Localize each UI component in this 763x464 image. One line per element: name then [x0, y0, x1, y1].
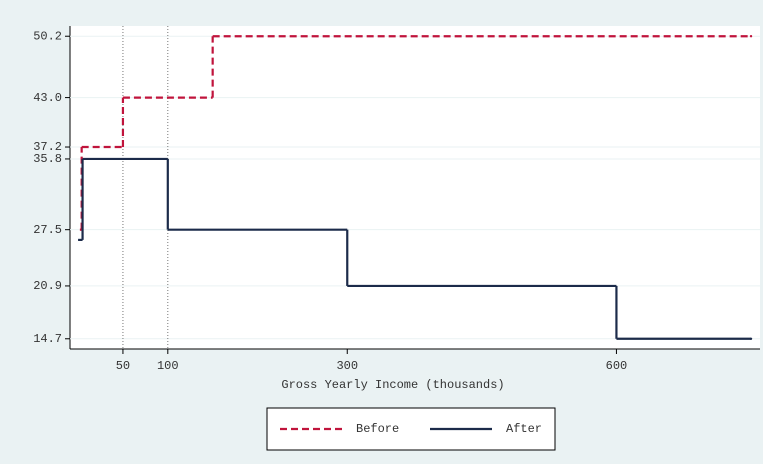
y-tick-label: 43.0: [33, 91, 62, 105]
x-tick-label: 300: [336, 359, 358, 373]
legend-label: Before: [356, 422, 399, 436]
step-end: [749, 35, 753, 38]
x-tick-label: 600: [606, 359, 628, 373]
step-end: [749, 337, 753, 340]
y-tick-label: 20.9: [33, 279, 62, 293]
y-tick-label: 37.2: [33, 140, 62, 154]
plot-area: [70, 26, 760, 349]
y-tick-label: 50.2: [33, 29, 62, 43]
x-tick-label: 100: [157, 359, 179, 373]
y-tick-label: 35.8: [33, 152, 62, 166]
y-tick-label: 14.7: [33, 332, 62, 346]
y-tick-label: 27.5: [33, 223, 62, 237]
legend-label: After: [506, 422, 542, 436]
x-axis-title: Gross Yearly Income (thousands): [281, 378, 504, 392]
x-tick-label: 50: [116, 359, 130, 373]
